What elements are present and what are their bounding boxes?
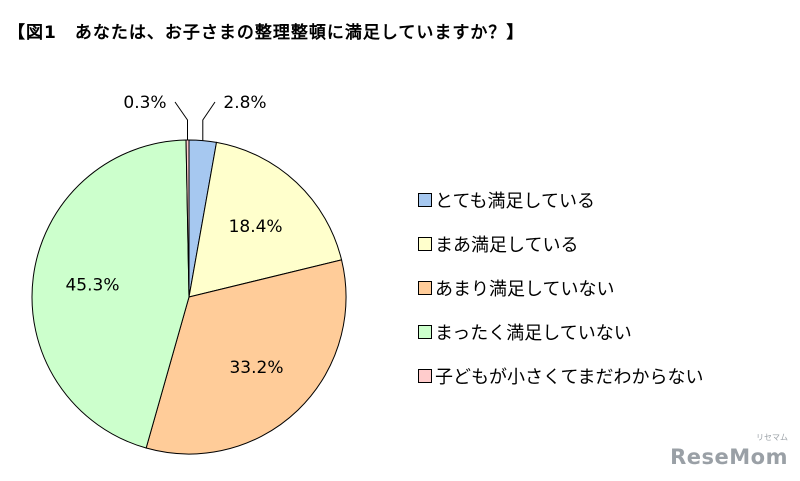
pie-slice-not-satisfied-at-all <box>31 139 190 449</box>
data-label-not-very-satisfied: 33.2% <box>229 358 283 378</box>
leader-line-very-satisfied <box>202 101 216 141</box>
watermark-kana: リセマム <box>756 433 788 442</box>
legend-swatch <box>418 281 432 295</box>
legend-label: まあ満足している <box>435 235 579 256</box>
legend-label: まったく満足していない <box>435 323 632 344</box>
data-label-not-satisfied-at-all: 45.3% <box>65 276 119 296</box>
legend-label: あまり満足していない <box>435 279 615 300</box>
legend-swatch <box>418 193 432 207</box>
pie-slice-not-very-satisfied <box>145 259 347 455</box>
legend-item-very-satisfied: とても満足している <box>418 178 704 222</box>
legend-item-not-satisfied-at-all: まったく満足していない <box>418 310 704 354</box>
watermark-logo: ReseMom <box>670 445 788 469</box>
legend: とても満足している まあ満足している あまり満足していない まったく満足していな… <box>418 178 704 398</box>
legend-swatch <box>418 325 432 339</box>
pie-slice-too-young <box>185 139 190 298</box>
data-label-very-satisfied: 2.8% <box>223 93 266 113</box>
data-label-too-young: 0.3% <box>123 93 166 113</box>
legend-swatch <box>418 237 432 251</box>
legend-item-too-young: 子どもが小さくてまだわからない <box>418 354 704 398</box>
legend-item-somewhat-satisfied: まあ満足している <box>418 222 704 266</box>
data-label-somewhat-satisfied: 18.4% <box>229 217 283 237</box>
chart-title: 【図1 あなたは、お子さまの整理整頓に満足していますか？】 <box>8 23 525 43</box>
legend-label: とても満足している <box>435 191 596 212</box>
legend-swatch <box>418 369 432 383</box>
legend-label: 子どもが小さくてまだわからない <box>435 367 704 388</box>
pie-slice-somewhat-satisfied <box>188 141 343 298</box>
leader-line-too-young <box>174 101 188 140</box>
legend-item-not-very-satisfied: あまり満足していない <box>418 266 704 310</box>
